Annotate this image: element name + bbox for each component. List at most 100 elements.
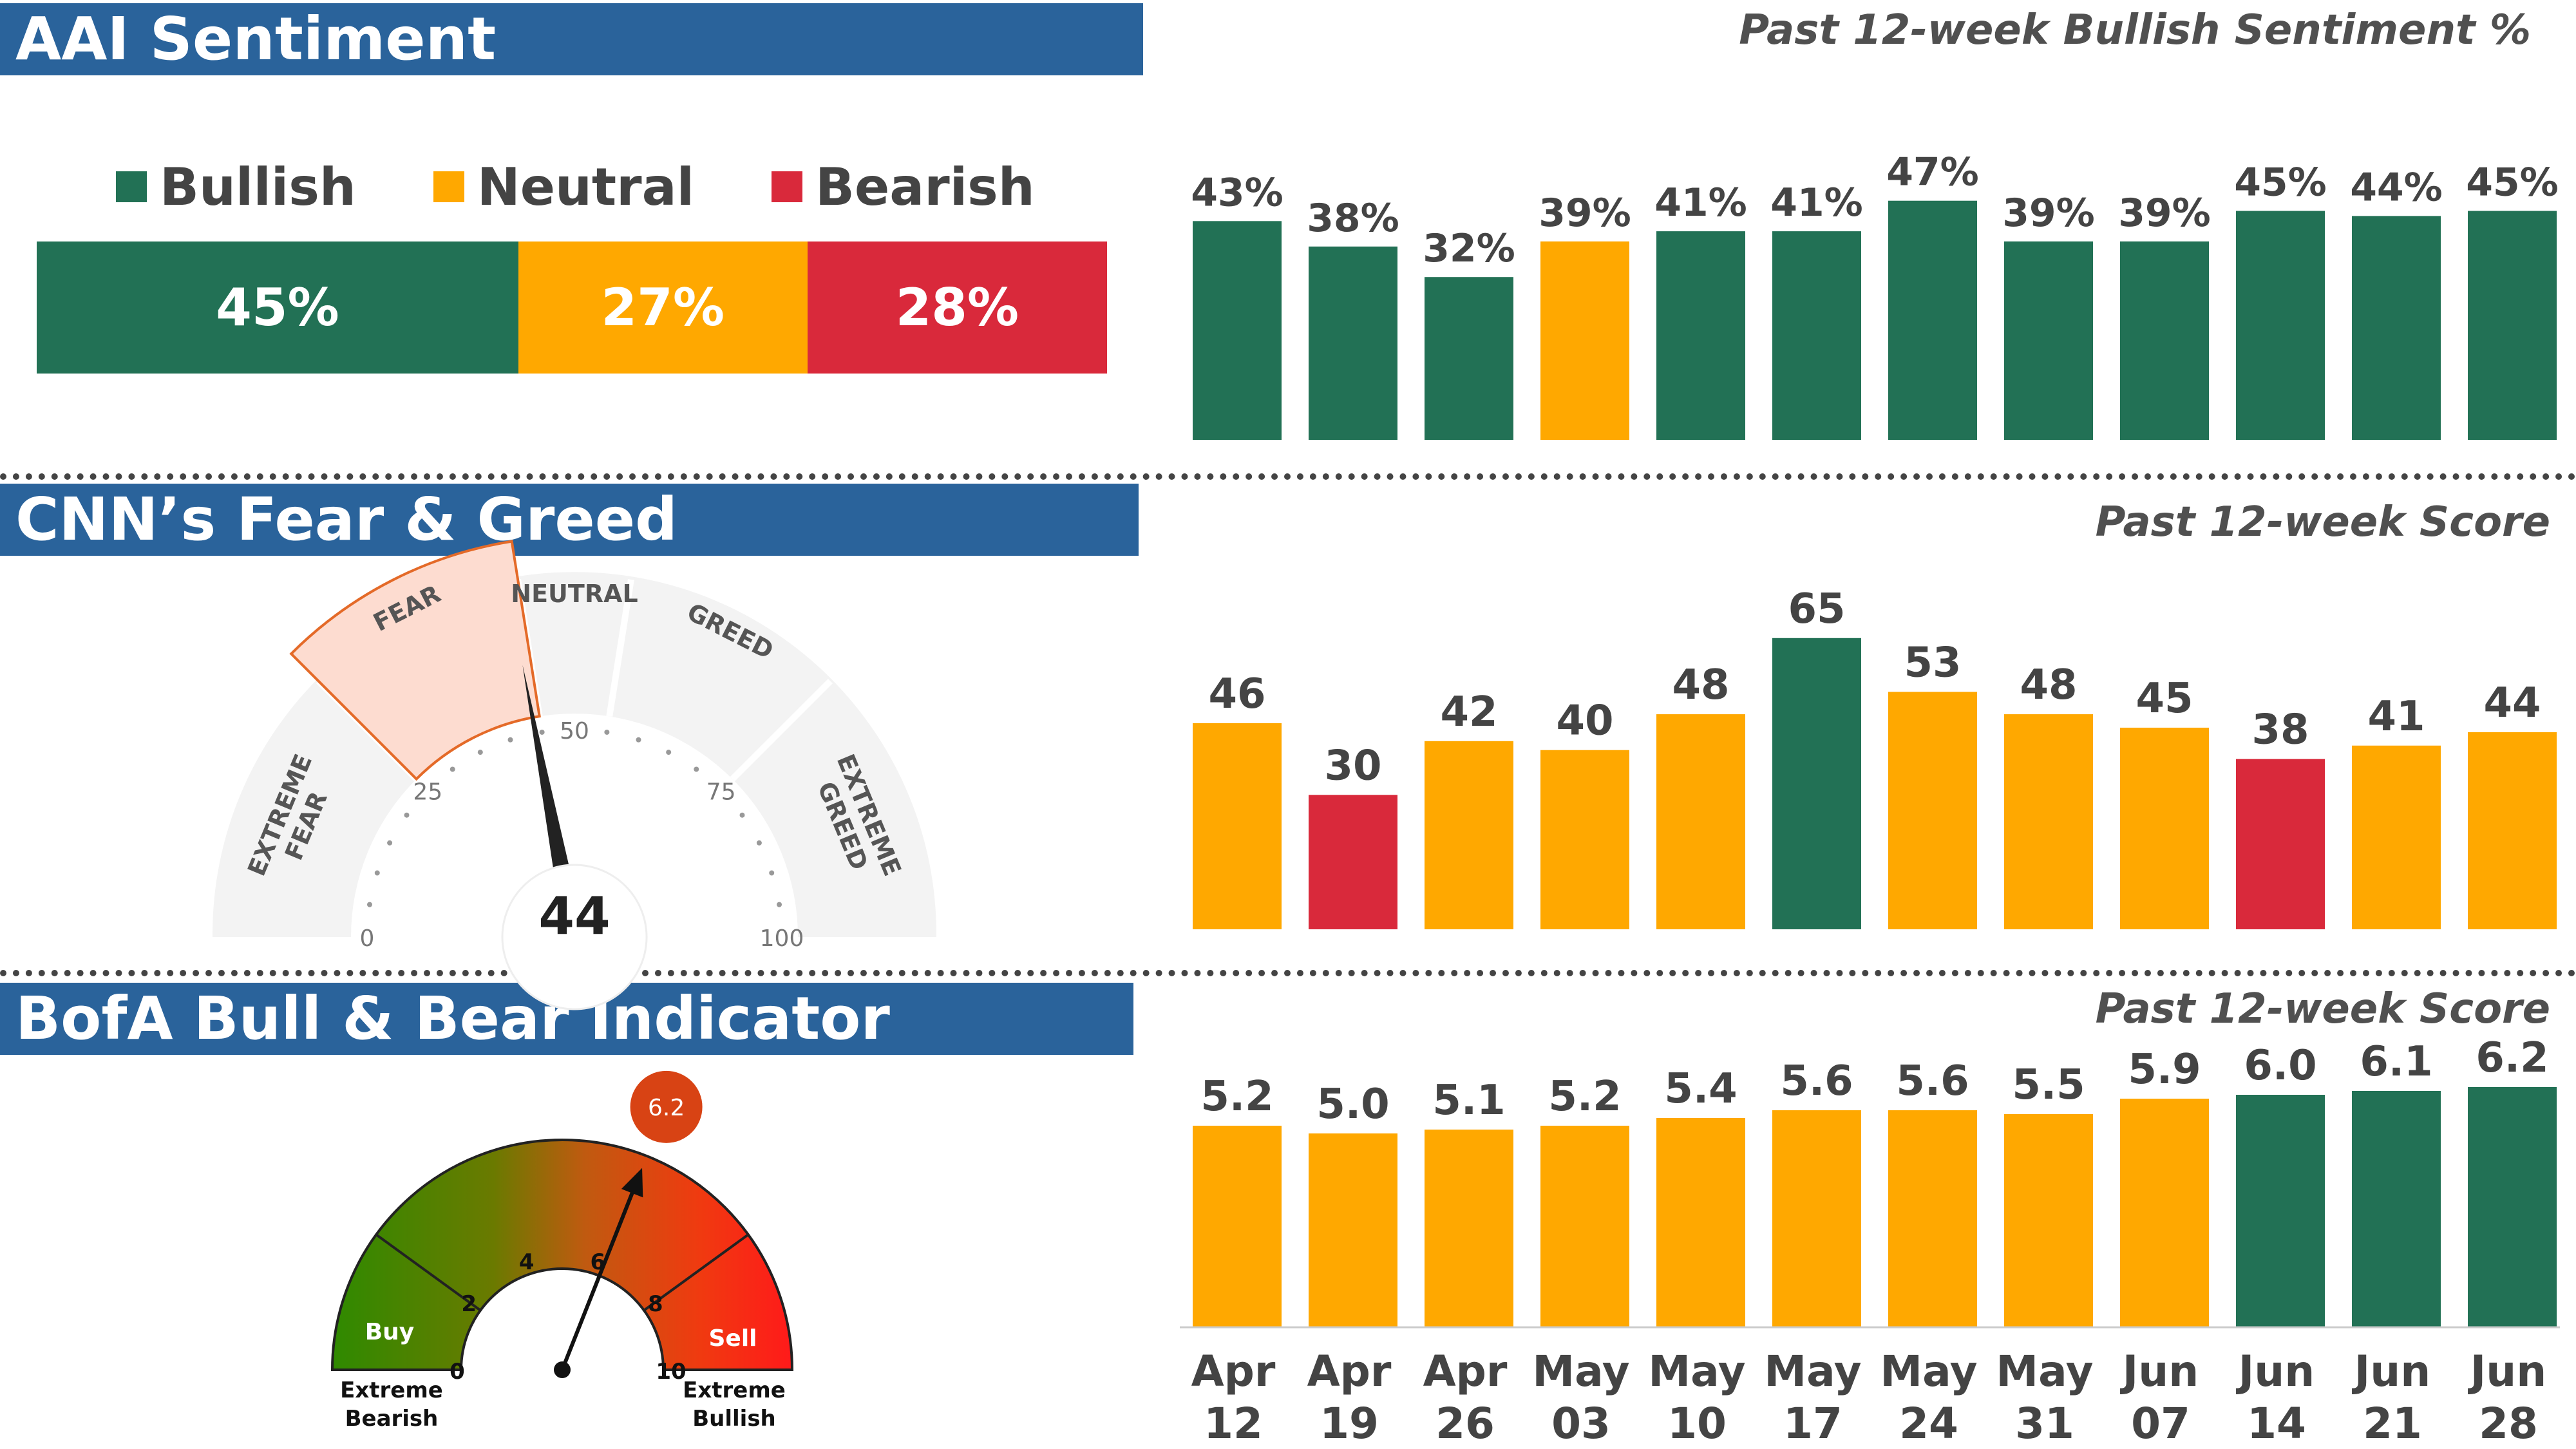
bofa-bar (1309, 1133, 1397, 1327)
bofa-bar-value-label: 5.5 (2012, 1061, 2085, 1109)
bofa-left-caption-line1: Extreme (340, 1378, 443, 1403)
week-label: Jun 28 (2468, 1347, 2547, 1448)
aai-bar-value-label: 39% (2002, 191, 2095, 236)
week-label: Apr 26 (1423, 1347, 1508, 1448)
cnn-gauge-dot (756, 840, 762, 846)
aai-bar (2468, 211, 2557, 440)
aai-bar-value-label: 44% (2350, 165, 2443, 210)
bofa-needle-pivot (554, 1361, 571, 1378)
bofa-bar (2004, 1114, 2093, 1327)
cnn-bar-chart: 46 30 42 40 48 65 53 48 45 38 41 44 (1193, 585, 2557, 929)
bofa-bar-value-label: 5.4 (1664, 1065, 1737, 1113)
week-label: May 24 (1880, 1347, 1977, 1448)
cnn-bar-value-label: 42 (1440, 688, 1497, 736)
legend-swatch-bearish (772, 171, 803, 202)
bofa-bar-value-label: 6.1 (2360, 1038, 2432, 1086)
legend-item-bearish: Bearish (772, 157, 1035, 217)
bofa-needle-arrowhead (621, 1168, 643, 1198)
cnn-bar (1309, 795, 1397, 929)
aai-bar (2120, 241, 2209, 440)
breakdown-bearish: 28% (807, 242, 1107, 374)
cnn-bar (1193, 723, 1282, 929)
cnn-bar-value-label: 30 (1324, 742, 1381, 790)
bofa-bar (1888, 1110, 1977, 1327)
breakdown-neutral: 27% (518, 242, 808, 374)
bofa-gauge-arc (330, 1139, 794, 1371)
cnn-gauge-ticks: 0 25 50 75 100 (360, 718, 804, 952)
cnn-gauge-dot (539, 729, 545, 735)
cnn-gauge-dot (404, 812, 410, 818)
aai-bar (2004, 241, 2093, 440)
bofa-bar (2352, 1091, 2441, 1327)
aai-bar (1425, 277, 1513, 440)
cnn-bar-value-label: 53 (1904, 639, 1961, 687)
aai-bar (1309, 246, 1397, 440)
cnn-bar (1656, 714, 1745, 929)
bofa-gauge-value: 6.2 (648, 1095, 685, 1121)
bofa-bar (1772, 1110, 1861, 1327)
bofa-bar (1656, 1118, 1745, 1327)
cnn-gauge-inner-band (351, 714, 798, 937)
bofa-right-caption-line2: Bullish (692, 1406, 776, 1432)
cnn-bar-value-label: 48 (2020, 661, 2077, 709)
cnn-header: CNN’s Fear & Greed (0, 484, 1139, 556)
cnn-bar-value-label: 45 (2136, 675, 2193, 723)
bofa-bar (1193, 1126, 1282, 1327)
cnn-gauge-dot (477, 750, 483, 755)
bofa-bar-value-label: 5.1 (1432, 1077, 1505, 1124)
aai-bar-value-label: 45% (2466, 160, 2559, 205)
aai-bar-value-label: 47% (1886, 150, 1979, 195)
bofa-gauge-tick-label: 8 (648, 1291, 663, 1317)
cnn-gauge-dot (769, 870, 775, 876)
aai-bar (2236, 211, 2325, 440)
legend-swatch-neutral (433, 171, 464, 202)
aai-bar-value-label: 45% (2234, 160, 2327, 205)
week-label: May 17 (1764, 1347, 1861, 1448)
aai-bar (1540, 241, 1629, 440)
cnn-gauge-tick-label: 100 (760, 925, 804, 952)
bofa-zone-line (375, 1233, 482, 1312)
aai-bar-value-label: 39% (1539, 191, 1631, 236)
week-label: Jun 21 (2352, 1347, 2431, 1448)
cnn-bar-value-label: 44 (2483, 679, 2541, 727)
cnn-gauge-dot (739, 812, 745, 818)
cnn-bar (2120, 727, 2209, 929)
bofa-bar (1540, 1126, 1629, 1327)
aai-bar (1656, 231, 1745, 440)
bar-charts: 43% 38% 32% 39% 41% 41% 47% 39% 39% 45% 44% 45% 46 30… (1180, 150, 2560, 1329)
bofa-bar (2120, 1099, 2209, 1327)
bofa-left-caption-line2: Bearish (345, 1406, 439, 1432)
cnn-bar-value-label: 46 (1208, 670, 1265, 718)
bofa-gauge-tick-label: 4 (519, 1249, 535, 1275)
cnn-bar (1772, 638, 1861, 929)
aai-header: AAI Sentiment (0, 3, 1143, 75)
bofa-bar-value-label: 5.9 (2128, 1046, 2201, 1094)
cnn-bar (2468, 732, 2557, 929)
legend-label-bullish: Bullish (160, 156, 356, 217)
bofa-bar-value-label: 6.2 (2476, 1034, 2548, 1082)
aai-breakdown-bar: 45% 27% 28% (37, 242, 1107, 374)
cnn-bar-value-label: 38 (2251, 706, 2309, 754)
week-label: May 10 (1648, 1347, 1745, 1448)
cnn-zone-separator (730, 679, 833, 782)
bofa-gauge-tick-label: 10 (656, 1359, 686, 1385)
cnn-gauge-dot (450, 766, 455, 772)
bofa-gauge-tick-label: 2 (461, 1291, 477, 1317)
cnn-bar (1540, 750, 1629, 929)
week-label: May 31 (1996, 1347, 2093, 1448)
bofa-bar-value-label: 5.2 (1548, 1073, 1621, 1121)
aai-bar-value-label: 41% (1654, 180, 1747, 225)
cnn-bar-value-label: 40 (1556, 697, 1613, 745)
aai-bar-value-label: 41% (1770, 180, 1863, 225)
bofa-sell-label: Sell (708, 1325, 757, 1352)
cnn-fear-zone-highlight (289, 540, 542, 781)
cnn-bar (2004, 714, 2093, 929)
breakdown-bullish: 45% (37, 242, 518, 374)
aai-bar-value-label: 43% (1191, 170, 1283, 215)
cnn-zone-separator (606, 579, 634, 717)
legend-swatch-bullish (116, 171, 147, 202)
cnn-gauge-tick-label: 25 (413, 779, 442, 805)
cnn-gauge-value: 44 (538, 886, 610, 946)
